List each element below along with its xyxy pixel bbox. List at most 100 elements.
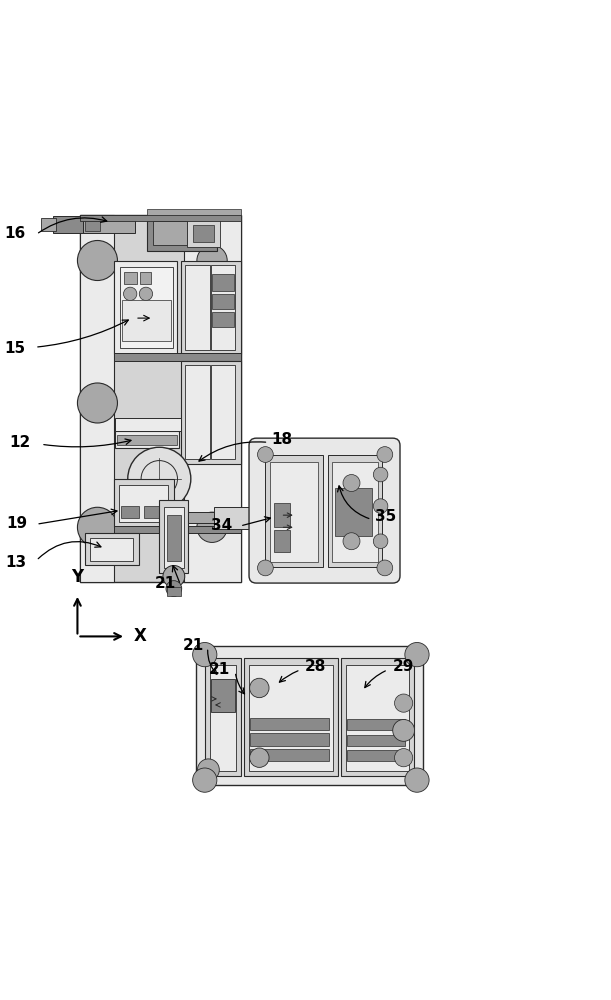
Bar — [153, 221, 186, 245]
Circle shape — [166, 581, 181, 596]
Bar — [117, 435, 177, 445]
Bar — [147, 215, 217, 251]
Text: 12: 12 — [9, 435, 30, 450]
Circle shape — [197, 245, 227, 276]
Bar — [341, 658, 414, 776]
Circle shape — [250, 678, 269, 698]
Text: 29: 29 — [393, 659, 414, 674]
Bar — [274, 530, 290, 552]
Circle shape — [395, 749, 413, 767]
Text: 21: 21 — [155, 576, 175, 591]
Circle shape — [197, 512, 227, 542]
Bar — [347, 750, 405, 761]
Circle shape — [257, 560, 273, 576]
Circle shape — [192, 642, 217, 667]
Bar — [347, 735, 405, 746]
Circle shape — [78, 240, 117, 281]
Bar — [210, 665, 236, 771]
Bar — [346, 665, 409, 771]
Bar — [159, 500, 188, 573]
Circle shape — [373, 499, 388, 513]
Bar — [265, 455, 323, 567]
Circle shape — [373, 534, 388, 549]
Bar — [123, 272, 137, 284]
Circle shape — [377, 560, 393, 576]
Circle shape — [139, 287, 153, 301]
Circle shape — [197, 759, 219, 781]
Bar — [251, 749, 329, 761]
Circle shape — [377, 447, 393, 462]
Bar — [147, 209, 241, 215]
Bar — [119, 485, 169, 522]
Circle shape — [393, 719, 414, 741]
Bar — [332, 462, 378, 562]
Text: 21: 21 — [209, 662, 230, 677]
Bar — [85, 533, 139, 565]
Bar — [335, 488, 371, 536]
Bar — [53, 216, 84, 233]
Circle shape — [405, 642, 429, 667]
Circle shape — [128, 447, 191, 510]
Bar — [192, 225, 214, 242]
Bar — [212, 294, 234, 309]
Bar — [115, 418, 180, 431]
Circle shape — [395, 694, 413, 712]
Bar — [212, 312, 234, 327]
Text: 34: 34 — [211, 518, 232, 533]
Bar — [183, 215, 241, 582]
Bar — [81, 215, 241, 582]
Bar — [211, 679, 235, 712]
Bar — [205, 658, 241, 776]
Bar — [180, 361, 241, 464]
Bar — [186, 220, 220, 247]
Bar — [114, 526, 241, 533]
Bar — [211, 365, 235, 459]
Circle shape — [343, 533, 360, 550]
Bar — [120, 267, 174, 348]
Bar — [270, 462, 318, 562]
Bar — [185, 365, 210, 459]
Bar — [211, 265, 235, 350]
Bar — [251, 718, 329, 730]
Circle shape — [257, 447, 273, 462]
FancyBboxPatch shape — [249, 438, 400, 583]
Bar — [114, 479, 175, 527]
Bar — [114, 353, 241, 361]
Circle shape — [197, 388, 227, 418]
Bar — [347, 719, 405, 730]
Text: 15: 15 — [5, 341, 26, 356]
Bar — [249, 665, 333, 771]
Bar — [244, 658, 338, 776]
Circle shape — [123, 287, 137, 301]
Bar — [41, 218, 56, 231]
Bar — [196, 646, 423, 785]
Text: X: X — [134, 627, 147, 645]
Bar — [185, 265, 210, 350]
Bar — [81, 215, 241, 221]
Bar — [84, 215, 135, 233]
Bar — [81, 215, 114, 582]
Text: 19: 19 — [7, 516, 27, 531]
Text: 35: 35 — [375, 509, 396, 524]
Circle shape — [405, 768, 429, 792]
Bar — [180, 261, 241, 354]
Circle shape — [250, 748, 269, 767]
Bar — [121, 506, 139, 518]
Text: 18: 18 — [271, 432, 293, 447]
Bar — [114, 261, 177, 354]
Text: 28: 28 — [305, 659, 326, 674]
Bar — [167, 515, 180, 561]
Bar — [164, 507, 184, 568]
Bar — [274, 503, 290, 527]
Bar — [214, 507, 254, 529]
Circle shape — [78, 507, 117, 547]
Bar — [144, 506, 163, 518]
Bar — [86, 217, 100, 231]
Circle shape — [192, 768, 217, 792]
Bar — [122, 300, 172, 341]
Bar — [328, 455, 382, 567]
Text: 21: 21 — [182, 638, 203, 653]
Circle shape — [373, 467, 388, 482]
Bar — [115, 431, 178, 448]
Circle shape — [163, 565, 185, 587]
